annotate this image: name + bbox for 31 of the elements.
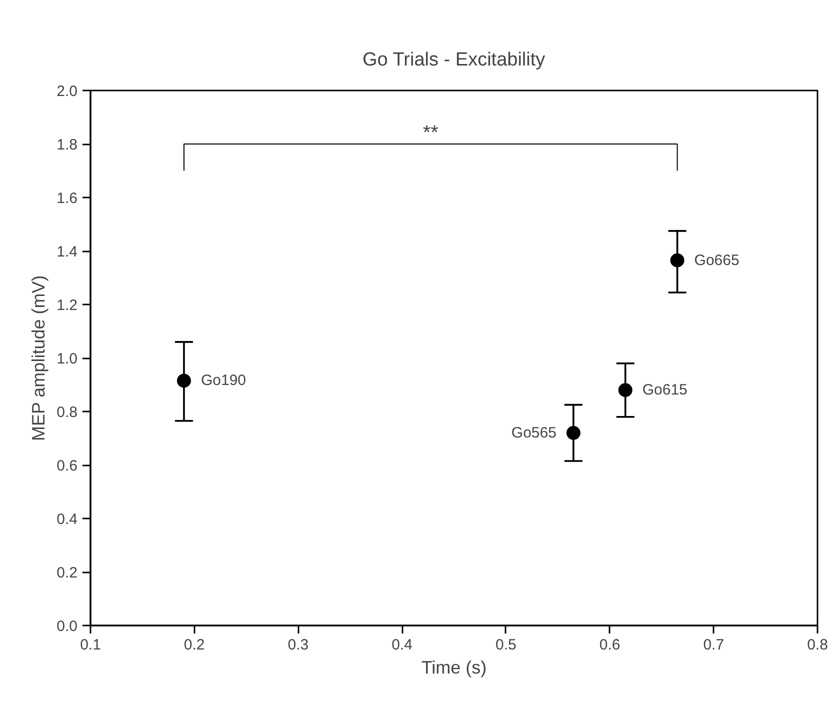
y-tick-label: 0.6 <box>56 458 78 474</box>
x-tick-label: 0.7 <box>703 636 724 654</box>
x-tick-label: 0.3 <box>288 636 309 654</box>
y-tick-label: 1.0 <box>56 350 78 368</box>
x-tick-label: 0.2 <box>184 636 205 654</box>
annotation: Go190 <box>200 372 246 390</box>
y-axis-title: MEP amplitude (mV) <box>28 275 49 442</box>
y-tick-label: 2.0 <box>56 83 78 100</box>
y-tick-label: 1.8 <box>56 136 78 154</box>
point <box>566 426 580 440</box>
point <box>618 383 632 398</box>
y-tick-label: 0.8 <box>56 404 78 421</box>
annotation: Go665 <box>694 252 740 269</box>
y-tick-label: 0.4 <box>56 511 78 528</box>
y-tick-label: 1.4 <box>56 244 78 260</box>
x-tick-label: 0.8 <box>807 636 828 654</box>
y-tick-label: 0.2 <box>56 564 78 582</box>
x-axis-title: Time (s) <box>421 658 487 678</box>
y-tick-label: 0.0 <box>56 618 78 635</box>
x-tick-label: 0.4 <box>392 636 413 654</box>
point <box>670 253 684 268</box>
x-tick-label: 0.6 <box>599 636 620 654</box>
x-tick-label: 0.5 <box>496 636 516 654</box>
x-tick-label: 0.1 <box>80 636 101 654</box>
annotation: Go565 <box>511 424 556 442</box>
annotation: Go615 <box>642 382 688 399</box>
point <box>176 374 191 388</box>
y-tick-label: 1.2 <box>56 297 78 314</box>
y-tick-label: 1.6 <box>56 190 78 207</box>
chart-title: Go Trials - Excitability <box>362 50 546 70</box>
annotation: ** <box>422 122 439 144</box>
